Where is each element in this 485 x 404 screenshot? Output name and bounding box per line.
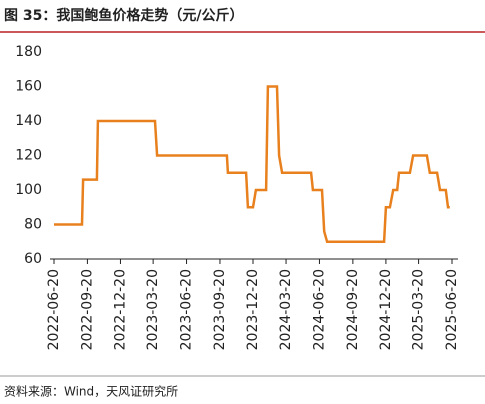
y-tick-label: 100: [15, 182, 42, 198]
y-tick-label: 140: [15, 113, 42, 129]
x-tick-label: 2023-09-20: [212, 269, 228, 350]
y-tick-label: 120: [15, 148, 42, 164]
y-tick-label: 160: [15, 79, 42, 95]
x-tick-label: 2024-12-20: [378, 269, 394, 350]
x-tick-label: 2025-06-20: [444, 269, 460, 350]
price-line: [54, 85, 450, 244]
x-tick-label: 2022-12-20: [112, 269, 128, 350]
x-tick-label: 2022-09-20: [79, 269, 95, 350]
y-tick-label: 80: [24, 217, 42, 233]
x-tick-label: 2024-09-20: [345, 269, 361, 350]
x-tick-label: 2024-06-20: [311, 269, 327, 350]
x-tick-label: 2023-12-20: [245, 269, 261, 350]
y-tick-label: 60: [24, 251, 42, 267]
x-tick-label: 2024-03-20: [278, 269, 294, 350]
x-tick-label: 2022-06-20: [46, 269, 62, 350]
x-tick-label: 2023-06-20: [179, 269, 195, 350]
source: 资料来源：Wind，天风证研究所: [4, 384, 178, 399]
x-tick-label: 2023-03-20: [145, 269, 161, 350]
chart-title: 图 35：我国鲍鱼价格走势（元/公斤）: [4, 7, 243, 24]
x-tick-label: 2025-03-20: [411, 269, 427, 350]
y-tick-label: 180: [15, 44, 42, 60]
